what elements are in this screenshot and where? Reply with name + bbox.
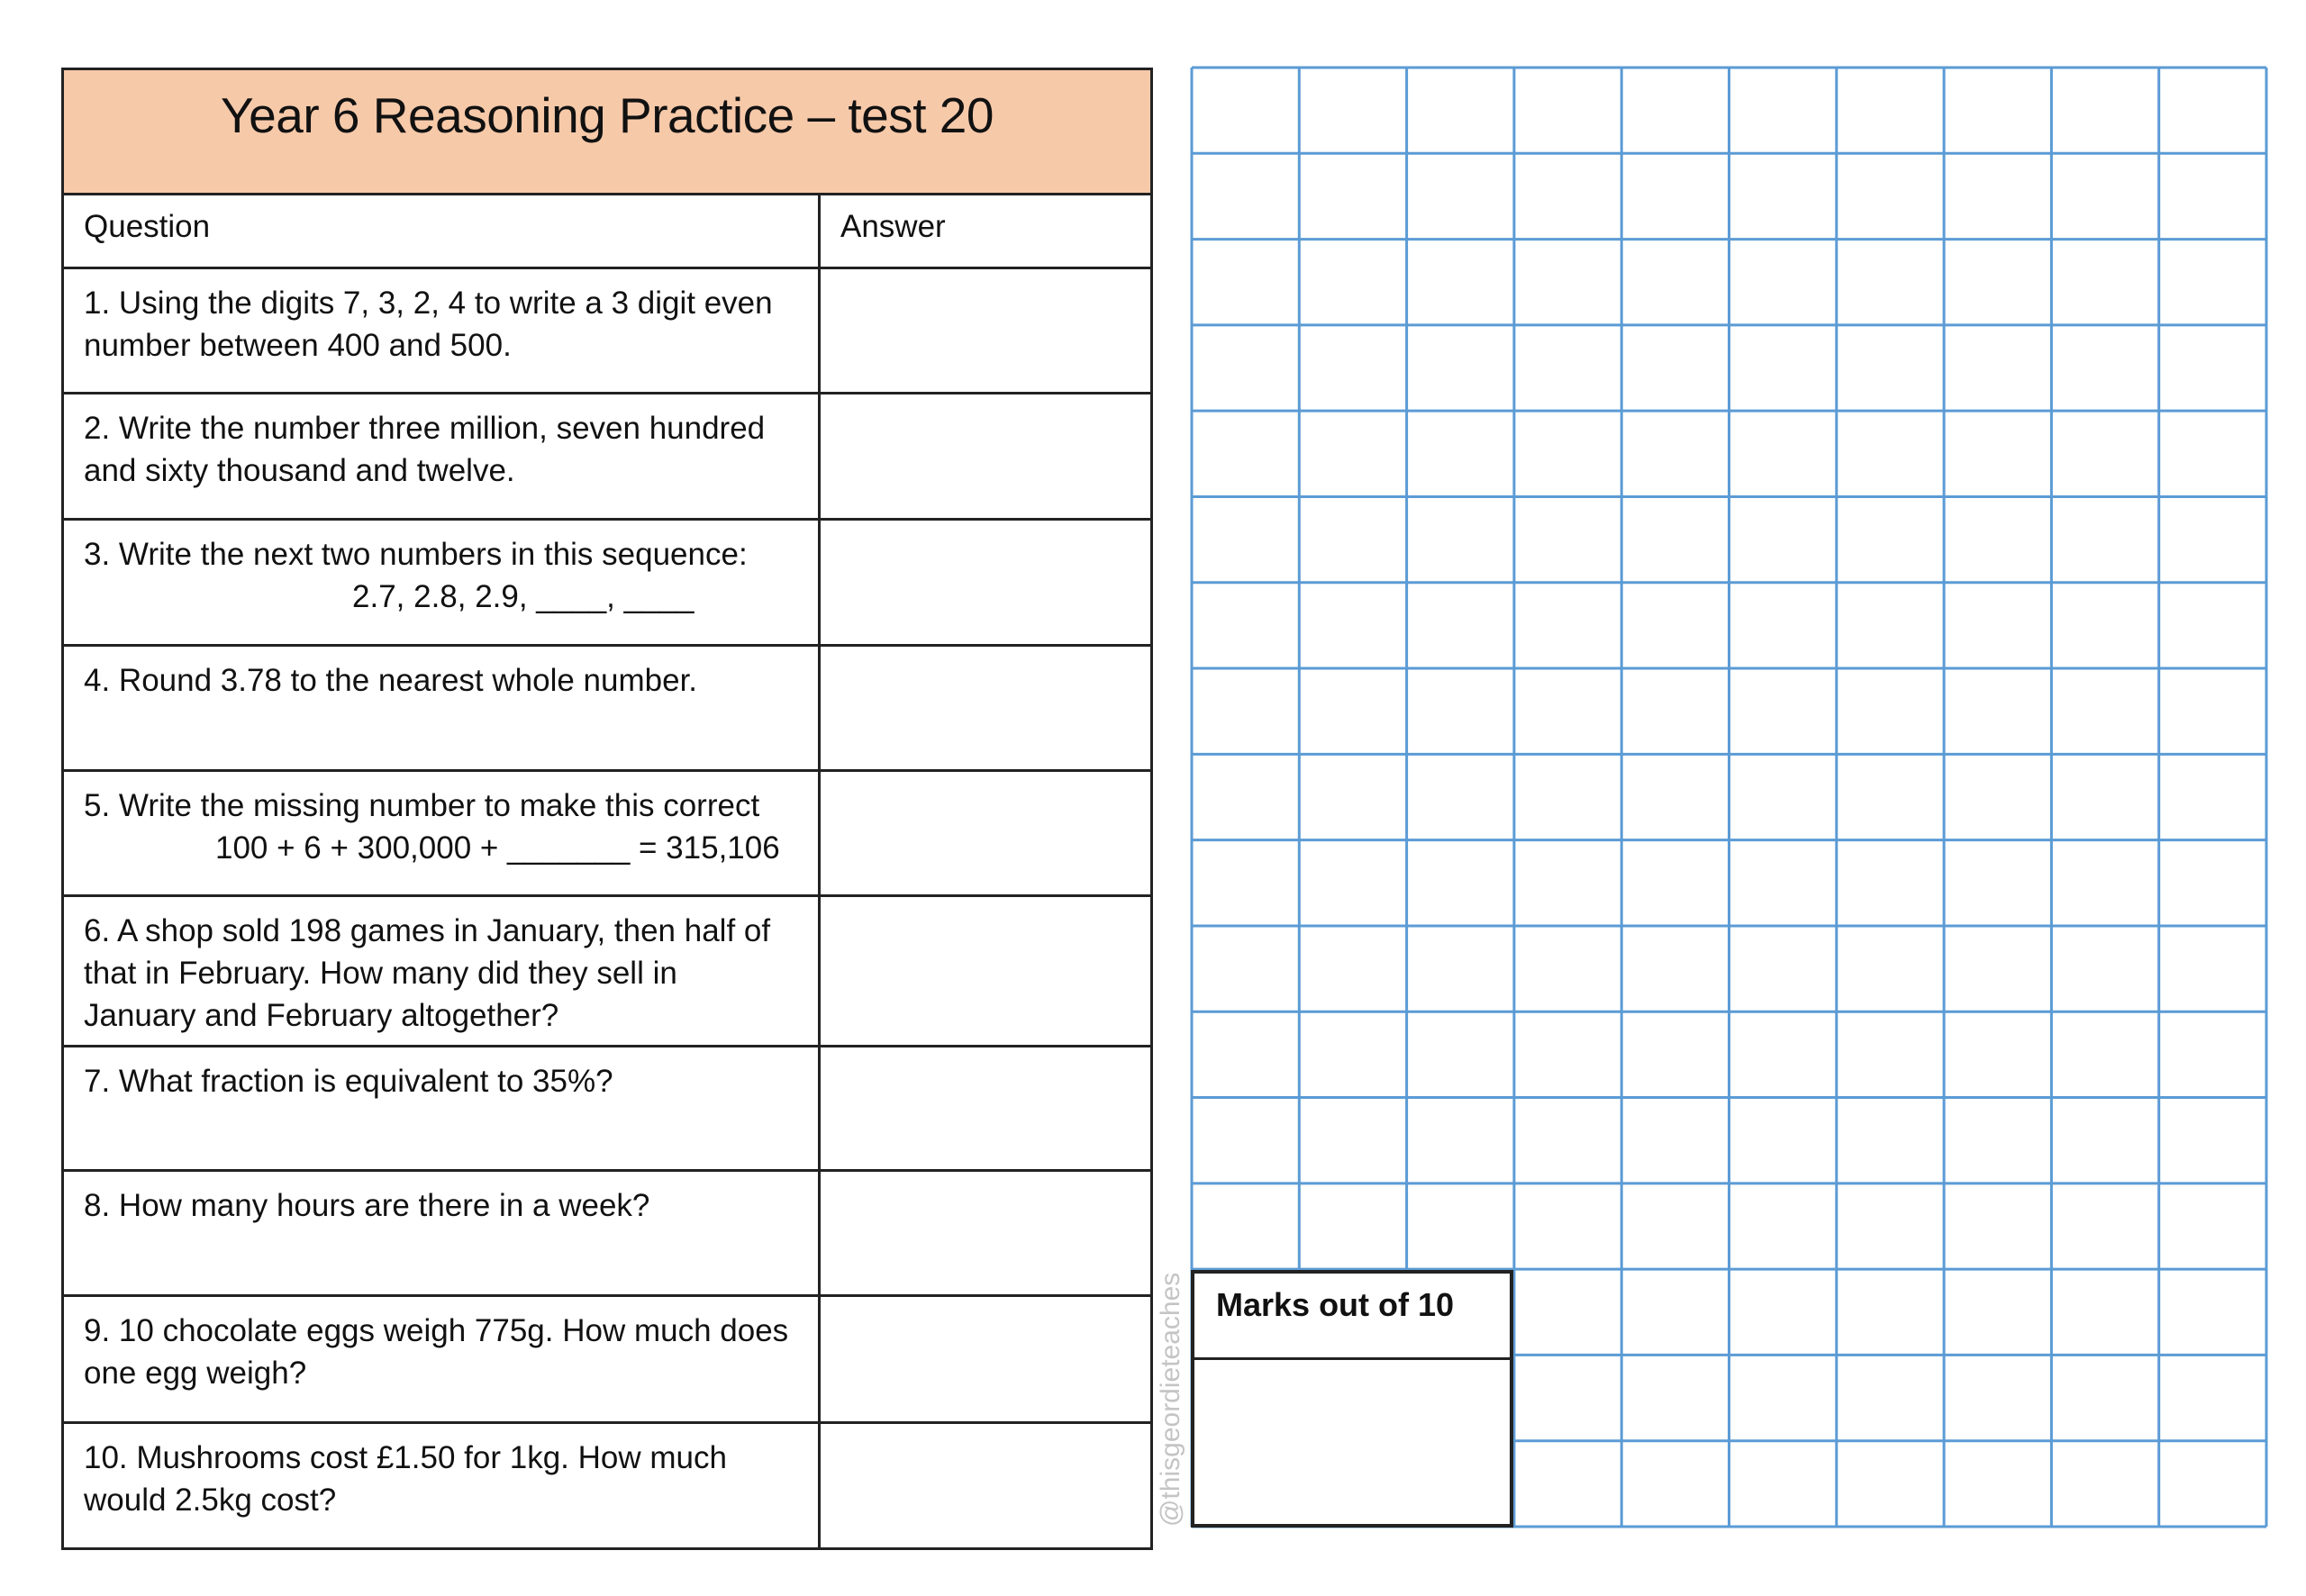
question-row: 3. Write the next two numbers in this se…: [64, 521, 1150, 647]
question-text: 1. Using the digits 7, 3, 2, 4 to write …: [64, 269, 821, 392]
worksheet-title-bar: Year 6 Reasoning Practice – test 20: [64, 70, 1150, 195]
question-row: 2. Write the number three million, seven…: [64, 394, 1150, 521]
question-column-header: Question: [64, 193, 821, 267]
question-line: would 2.5kg cost?: [84, 1483, 337, 1518]
question-row: 9. 10 chocolate eggs weigh 775g. How muc…: [64, 1297, 1150, 1424]
question-line: 4. Round 3.78 to the nearest whole numbe…: [84, 663, 698, 698]
question-text: 4. Round 3.78 to the nearest whole numbe…: [64, 647, 821, 769]
question-row: 6. A shop sold 198 games in January, the…: [64, 897, 1150, 1047]
question-row: 10. Mushrooms cost £1.50 for 1kg. How mu…: [64, 1424, 1150, 1550]
question-line: 7. What fraction is equivalent to 35%?: [84, 1064, 613, 1099]
question-row: 4. Round 3.78 to the nearest whole numbe…: [64, 647, 1150, 772]
question-row: 8. How many hours are there in a week?: [64, 1172, 1150, 1297]
question-text: 6. A shop sold 198 games in January, the…: [64, 897, 821, 1045]
question-line: 9. 10 chocolate eggs weigh 775g. How muc…: [84, 1313, 789, 1348]
question-line: 8. How many hours are there in a week?: [84, 1188, 650, 1223]
marks-label: Marks out of 10: [1194, 1274, 1510, 1360]
question-line: that in February. How many did they sell…: [84, 956, 677, 991]
answer-field[interactable]: [821, 1424, 1150, 1575]
answer-field[interactable]: [821, 897, 1150, 1070]
answer-column-header: Answer: [840, 209, 946, 244]
question-text: 8. How many hours are there in a week?: [64, 1172, 821, 1294]
question-line: one egg weigh?: [84, 1356, 307, 1391]
marks-value-field[interactable]: [1194, 1360, 1510, 1522]
question-line: and sixty thousand and twelve.: [84, 453, 515, 488]
question-line: 6. A shop sold 198 games in January, the…: [84, 913, 771, 948]
question-line: 1. Using the digits 7, 3, 2, 4 to write …: [84, 286, 773, 321]
watermark: @thisgeordieteaches: [1156, 1272, 1185, 1527]
question-line: 2.7, 2.8, 2.9, ____, ____: [352, 579, 695, 614]
question-line: 3. Write the next two numbers in this se…: [84, 537, 748, 572]
question-row: 1. Using the digits 7, 3, 2, 4 to write …: [64, 269, 1150, 394]
question-row: 7. What fraction is equivalent to 35%?: [64, 1047, 1150, 1172]
question-table: Year 6 Reasoning Practice – test 20 Ques…: [61, 68, 1153, 1550]
question-line: number between 400 and 500.: [84, 328, 512, 363]
question-text: 7. What fraction is equivalent to 35%?: [64, 1047, 821, 1169]
question-line: 2. Write the number three million, seven…: [84, 411, 766, 446]
question-row: 5. Write the missing number to make this…: [64, 772, 1150, 897]
table-header-row: Question Answer: [64, 193, 1150, 269]
question-text: 2. Write the number three million, seven…: [64, 394, 821, 518]
question-line: 100 + 6 + 300,000 + _______ = 315,106: [215, 830, 780, 866]
question-line: January and February altogether?: [84, 998, 559, 1033]
question-line: 10. Mushrooms cost £1.50 for 1kg. How mu…: [84, 1440, 727, 1475]
question-text: 5. Write the missing number to make this…: [64, 772, 821, 894]
question-text: 9. 10 chocolate eggs weigh 775g. How muc…: [64, 1297, 821, 1421]
question-text: 3. Write the next two numbers in this se…: [64, 521, 821, 644]
question-text: 10. Mushrooms cost £1.50 for 1kg. How mu…: [64, 1424, 821, 1550]
marks-box: Marks out of 10: [1191, 1270, 1513, 1528]
worksheet-title: Year 6 Reasoning Practice – test 20: [221, 87, 994, 143]
question-line: 5. Write the missing number to make this…: [84, 788, 760, 823]
